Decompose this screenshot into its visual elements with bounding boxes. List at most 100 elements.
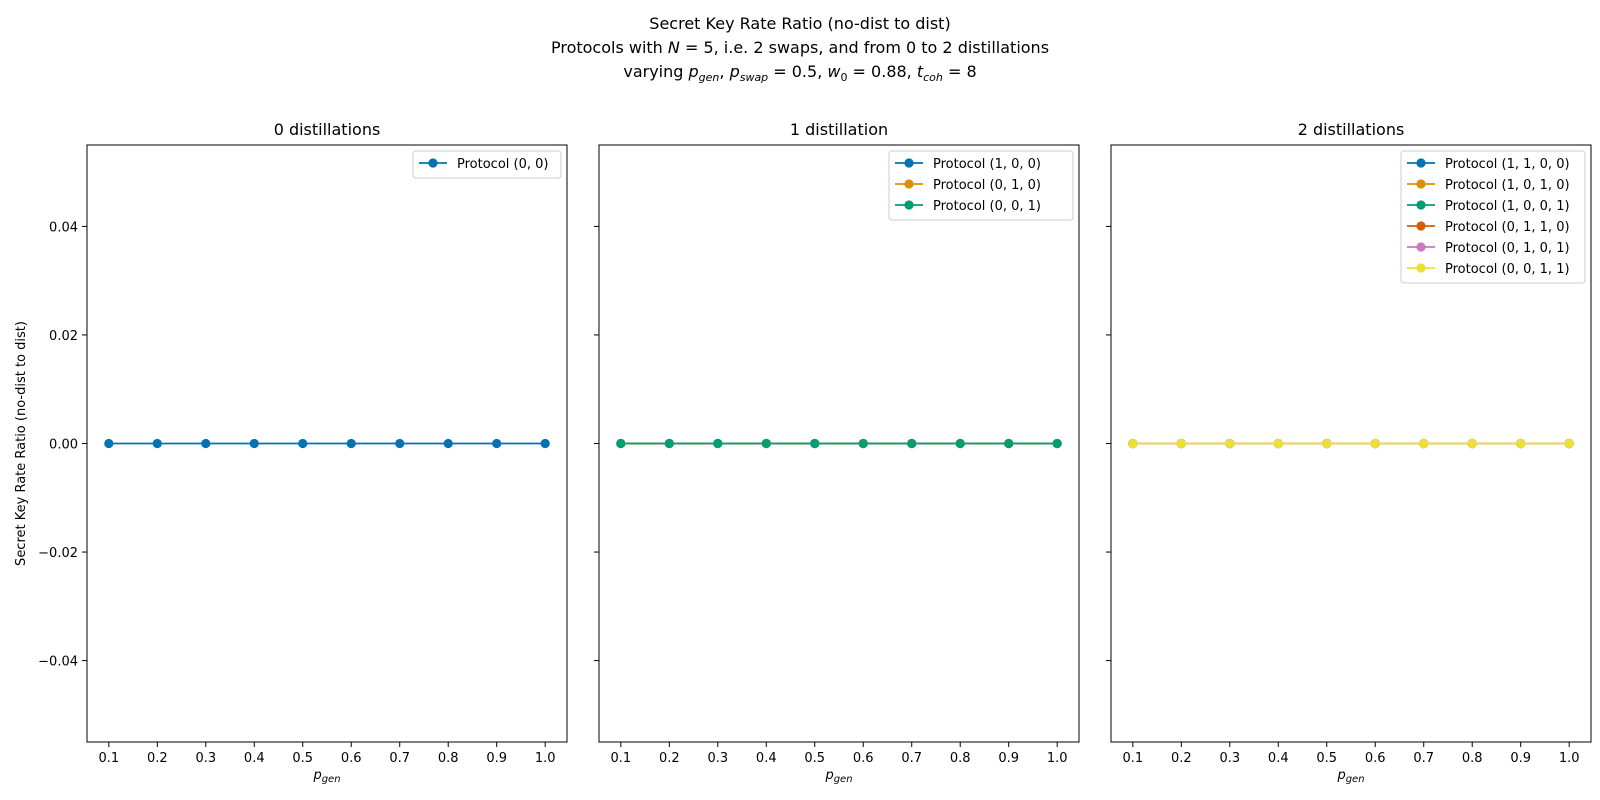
x-axis-label: pgen: [312, 768, 340, 785]
data-point: [298, 438, 308, 449]
plot-frame: [1110, 144, 1592, 743]
legend: Protocol (0, 0): [412, 150, 562, 179]
legend-label: Protocol (0, 0, 1): [933, 199, 1041, 214]
y-tick-label: −0.04: [38, 655, 78, 670]
data-point: [1128, 438, 1138, 449]
data-point: [1370, 438, 1380, 449]
series-1: [104, 438, 550, 449]
legend-item: Protocol (0, 0, 1, 1): [1407, 262, 1570, 277]
x-tick-label: 0.2: [659, 751, 680, 766]
series-6: [1128, 438, 1574, 449]
data-point: [955, 438, 965, 449]
legend-frame: [1400, 150, 1586, 284]
x-tick-label: 0.7: [1413, 751, 1434, 766]
legend-item: Protocol (1, 0, 1, 0): [1407, 178, 1570, 193]
data-point: [1004, 438, 1014, 449]
x-tick-label: 0.4: [1268, 751, 1289, 766]
x-tick-label: 0.5: [804, 751, 825, 766]
x-tick-label: 0.9: [998, 751, 1019, 766]
figure-title-line-1: Secret Key Rate Ratio (no-dist to dist): [649, 14, 950, 33]
x-tick-label: 0.4: [756, 751, 777, 766]
x-tick-label: 0.8: [950, 751, 971, 766]
data-point: [616, 438, 626, 449]
legend-item: Protocol (0, 0, 1): [895, 199, 1041, 214]
legend-marker: [1416, 158, 1426, 168]
x-tick-label: 0.3: [1219, 751, 1240, 766]
x-tick-label: 0.6: [341, 751, 362, 766]
panel-title: 0 distillations: [274, 120, 381, 139]
legend-marker: [1416, 179, 1426, 189]
legend-item: Protocol (0, 1, 1, 0): [1407, 220, 1570, 235]
chart-panel-3: 2 distillations 0.1 0.2 0.3 0.4 0.5 0.6 0.7 0.8 0…: [1106, 120, 1592, 785]
y-tick-label: 0.00: [49, 438, 78, 453]
panel-title: 1 distillation: [790, 120, 888, 139]
x-tick-label: 0.4: [244, 751, 265, 766]
data-point: [443, 438, 453, 449]
legend-marker: [904, 158, 914, 168]
data-point: [1225, 438, 1235, 449]
x-tick-label: 0.5: [1316, 751, 1337, 766]
figure-title-line-3: varying pgen, pswap = 0.5, w0 = 0.88, tc…: [623, 62, 976, 84]
legend-frame: [412, 150, 562, 179]
legend-label: Protocol (1, 1, 0, 0): [1445, 157, 1570, 172]
legend-label: Protocol (0, 1, 1, 0): [1445, 220, 1570, 235]
data-point: [761, 438, 771, 449]
x-tick-label: 0.9: [1510, 751, 1531, 766]
x-tick-label: 0.1: [1122, 751, 1143, 766]
data-point: [395, 438, 405, 449]
y-axis-label: Secret Key Rate Ratio (no-dist to dist): [14, 321, 29, 566]
legend-item: Protocol (1, 0, 0, 1): [1407, 199, 1570, 214]
x-axis-label: pgen: [1336, 768, 1364, 785]
plot-frame: [86, 144, 568, 743]
x-tick-label: 1.0: [1559, 751, 1580, 766]
data-point: [1467, 438, 1477, 449]
data-point: [858, 438, 868, 449]
legend-marker: [1416, 263, 1426, 273]
legend-marker: [1416, 200, 1426, 210]
legend-item: Protocol (1, 1, 0, 0): [1407, 157, 1570, 172]
x-tick-label: 0.8: [438, 751, 459, 766]
legend-label: Protocol (1, 0, 0): [933, 157, 1041, 172]
data-point: [713, 438, 723, 449]
data-point: [540, 438, 550, 449]
legend-label: Protocol (0, 1, 0): [933, 178, 1041, 193]
data-point: [152, 438, 162, 449]
data-point: [810, 438, 820, 449]
x-tick-label: 0.3: [707, 751, 728, 766]
plot-frame: [598, 144, 1080, 743]
legend-label: Protocol (0, 0): [457, 157, 548, 172]
y-tick-label: 0.04: [49, 220, 78, 235]
legend-item: Protocol (0, 0): [419, 157, 548, 172]
chart-panels: 0 distillations 0.1 0.2 0.3 0.4 0.5 0.6 0.7 0.8 0…: [14, 120, 1592, 785]
x-tick-label: 0.2: [147, 751, 168, 766]
x-tick-label: 0.7: [389, 751, 410, 766]
x-axis-label: pgen: [824, 768, 852, 785]
legend-item: Protocol (0, 1, 0): [895, 178, 1041, 193]
y-tick-label: 0.02: [49, 329, 78, 344]
legend-item: Protocol (1, 0, 0): [895, 157, 1041, 172]
series-3: [616, 438, 1062, 449]
data-point: [1052, 438, 1062, 449]
x-tick-label: 1.0: [535, 751, 556, 766]
data-point: [1419, 438, 1429, 449]
legend-frame: [888, 150, 1074, 221]
y-tick-label: −0.02: [38, 546, 78, 561]
data-point: [104, 438, 114, 449]
x-tick-label: 0.7: [901, 751, 922, 766]
data-point: [492, 438, 502, 449]
legend-marker: [904, 179, 914, 189]
legend: Protocol (1, 0, 0) Protocol (0, 1, 0) Prot…: [888, 150, 1074, 221]
x-tick-label: 0.6: [1365, 751, 1386, 766]
legend-marker: [1416, 242, 1426, 252]
data-point: [1176, 438, 1186, 449]
data-point: [907, 438, 917, 449]
x-tick-label: 0.1: [98, 751, 119, 766]
x-tick-label: 0.1: [610, 751, 631, 766]
legend-marker: [1416, 221, 1426, 231]
data-point: [201, 438, 211, 449]
x-tick-label: 0.8: [1462, 751, 1483, 766]
data-point: [1516, 438, 1526, 449]
legend-label: Protocol (1, 0, 0, 1): [1445, 199, 1570, 214]
legend-marker: [904, 200, 914, 210]
legend-marker: [428, 158, 438, 168]
